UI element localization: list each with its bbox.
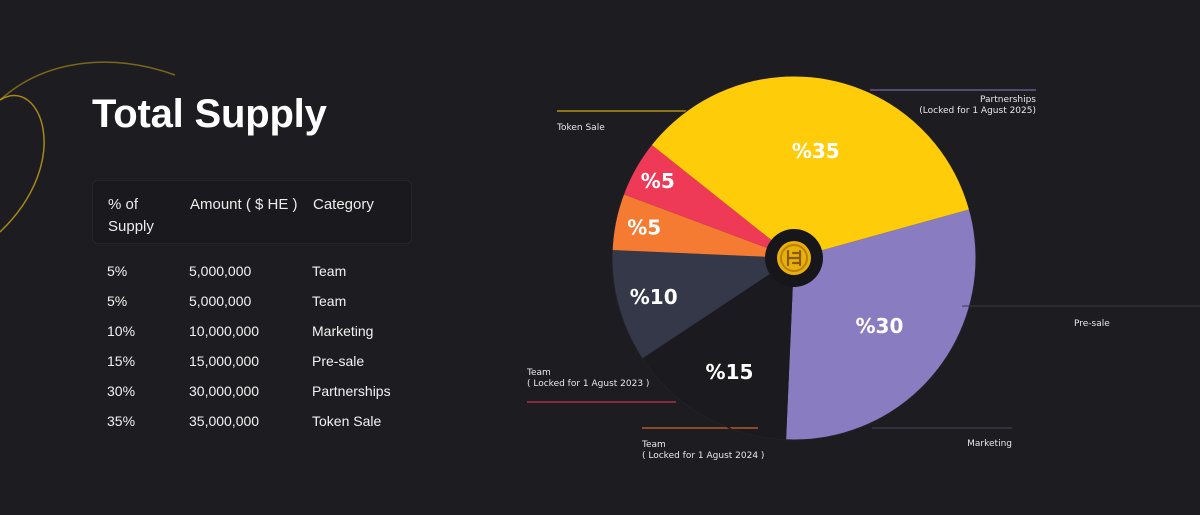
slice-value-label: %15 xyxy=(706,360,754,384)
cell-category: Token Sale xyxy=(312,413,382,429)
cell-amount: 30,000,000 xyxy=(189,383,260,399)
cell-category: Team xyxy=(312,263,347,279)
cell-percent: 5% xyxy=(107,293,128,309)
table-row: 30% 30,000,000 Partnerships xyxy=(92,383,412,403)
pie-rim xyxy=(611,75,977,441)
cell-amount: 5,000,000 xyxy=(189,293,252,309)
cell-amount: 10,000,000 xyxy=(189,323,260,339)
cell-amount: 5,000,000 xyxy=(189,263,252,279)
slice-value-label: %30 xyxy=(856,314,904,338)
decorative-arc xyxy=(0,61,176,233)
page-title: Total Supply xyxy=(92,92,327,136)
callout-label: Partnerships xyxy=(980,95,1036,105)
cell-percent: 30% xyxy=(107,383,136,399)
callout-label: (Locked for 1 Agust 2025) xyxy=(919,106,1036,116)
cell-category: Pre-sale xyxy=(312,353,365,369)
callout-label: Pre-sale xyxy=(1074,319,1110,329)
pie-slice xyxy=(786,209,976,440)
header-amount: Amount ( $ HE ) xyxy=(190,196,298,213)
pie-slice xyxy=(623,144,794,258)
cell-category: Partnerships xyxy=(312,383,391,399)
table-row: 15% 15,000,000 Pre-sale xyxy=(92,353,412,373)
he-coin-icon xyxy=(765,229,823,287)
header-supply: % of Supply xyxy=(108,196,154,235)
cell-percent: 5% xyxy=(107,263,128,279)
slice-value-label: %35 xyxy=(792,139,840,163)
cell-percent: 15% xyxy=(107,353,136,369)
slice-value-label: %5 xyxy=(627,216,661,240)
pie-slice xyxy=(642,258,794,440)
callout-label: ( Locked for 1 Agust 2024 ) xyxy=(642,451,764,461)
table-row: 5% 5,000,000 Team xyxy=(92,263,412,283)
cell-amount: 15,000,000 xyxy=(189,353,260,369)
pie-slice xyxy=(651,76,970,258)
table-row: 35% 35,000,000 Token Sale xyxy=(92,413,412,433)
callout-label: Marketing xyxy=(967,439,1012,449)
callout-label: ( Locked for 1 Agust 2023 ) xyxy=(527,379,649,389)
callout-label: Team xyxy=(641,440,666,450)
table-row: 10% 10,000,000 Marketing xyxy=(92,323,412,343)
callout-label: Token Sale xyxy=(556,123,605,133)
table-header: % of Supply Amount ( $ HE ) Category xyxy=(92,180,412,244)
slice-value-label: %10 xyxy=(630,285,678,309)
cell-amount: 35,000,000 xyxy=(189,413,260,429)
pie-slice xyxy=(612,194,794,258)
slice-value-label: %5 xyxy=(641,169,675,193)
header-category: Category xyxy=(313,196,374,213)
cell-category: Team xyxy=(312,293,347,309)
cell-category: Marketing xyxy=(312,323,374,339)
callout-label: Team xyxy=(526,368,551,378)
cell-percent: 35% xyxy=(107,413,136,429)
cell-percent: 10% xyxy=(107,323,136,339)
pie-slice xyxy=(612,250,794,359)
table-row: 5% 5,000,000 Team xyxy=(92,293,412,313)
